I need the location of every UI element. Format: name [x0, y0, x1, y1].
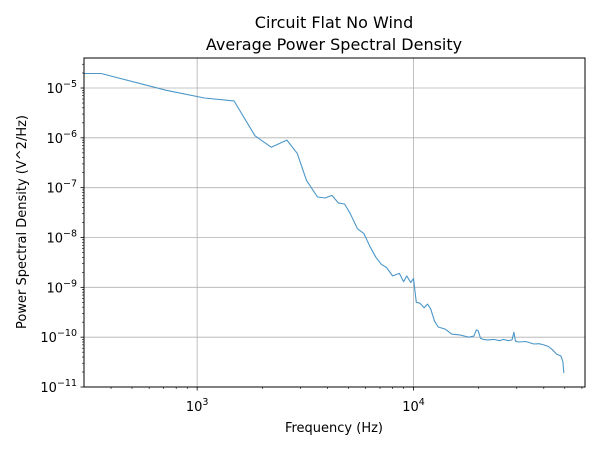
y-tick-label: 10−7 — [46, 179, 77, 197]
psd-series-line — [84, 72, 565, 374]
chart-subtitle: Average Power Spectral Density — [206, 35, 462, 54]
y-axis-label: Power Spectral Density (V^2/Hz) — [15, 115, 30, 329]
y-tick-label: 10−5 — [46, 79, 77, 97]
chart-title: Circuit Flat No Wind — [255, 13, 413, 32]
x-tick-label: 104 — [402, 397, 425, 415]
y-tick-label: 10−10 — [40, 328, 77, 346]
y-tick-label: 10−6 — [46, 129, 77, 147]
y-tick-label: 10−9 — [46, 278, 77, 296]
y-tick-label: 10−8 — [46, 229, 77, 247]
x-axis-label: Frequency (Hz) — [285, 421, 383, 436]
series-group — [84, 72, 565, 374]
x-tick-label: 103 — [186, 397, 209, 415]
x-axis-ticks: 103 104 — [110, 387, 583, 415]
y-axis-ticks: 10−5 10−6 10−7 10−8 10−9 10−10 10−11 — [40, 63, 84, 396]
y-tick-label: 10−11 — [40, 378, 77, 396]
